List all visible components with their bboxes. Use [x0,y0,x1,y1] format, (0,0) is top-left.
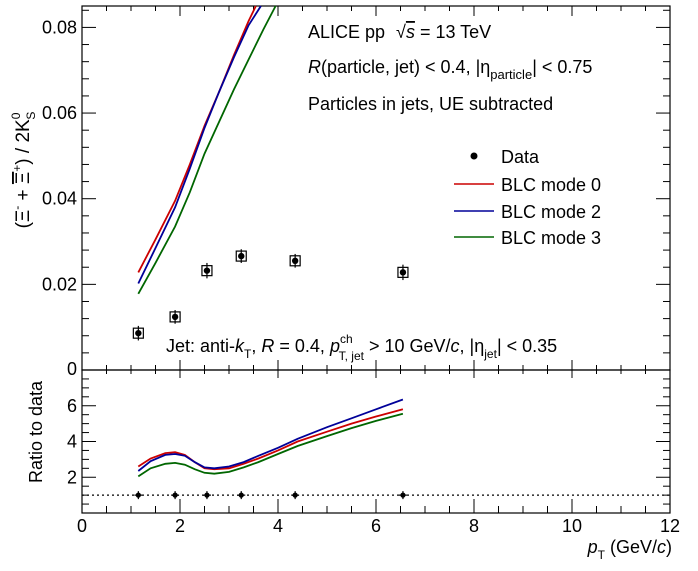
top-curve-1 [137,5,262,284]
x-tick-label: 2 [175,516,185,536]
ratio-curve-2 [137,412,404,478]
top-y-tick-label: 0.02 [42,274,77,294]
top-y-tick-label: 0.08 [42,17,77,37]
top-model-curves [137,5,277,295]
ratio-point [204,492,210,498]
legend-entry-data: Data [501,147,540,167]
bottom-data-points [134,491,407,500]
x-tick-label: 6 [371,516,381,536]
top-y-zero-label: 0 [67,359,77,379]
annotation-collision-system: ALICE pp √s = 13 TeV [308,22,491,42]
bottom-panel-frame [81,369,671,514]
data-point [171,313,179,321]
top-curve-2 [137,5,277,295]
data-point [291,257,299,264]
legend-data-marker [470,152,478,160]
bottom-y-tick-label: 4 [67,432,77,452]
top-y-tick-label: 0.06 [42,103,77,123]
x-tick-label: 8 [469,516,479,536]
annotation-selection-radius: R(particle, jet) < 0.4, |ηparticle| < 0.… [308,57,592,82]
top-axis-ticks: 0.02 0.04 0.06 0.08 0 [42,6,671,379]
ratio-point [292,492,298,498]
ratio-curve-0 [137,408,404,471]
ratio-curve-1 [137,398,404,472]
ratio-point [172,492,178,498]
annotation-ue-subtracted: Particles in jets, UE subtracted [308,94,553,114]
data-point-sys-box [397,266,409,278]
annotation-jet-definition: Jet: anti-kT, R = 0.4, pch T, jet > 10 Ge… [166,332,557,363]
data-point [399,269,407,276]
x-tick-label: 12 [660,516,680,536]
bottom-ratio-curves [137,398,404,478]
bottom-y-tick-label: 2 [67,467,77,487]
top-data-points [132,249,409,341]
data-point [135,329,142,337]
legend-entry-mode-0: BLC mode 0 [501,175,601,195]
legend-entry-mode-2: BLC mode 2 [501,202,601,222]
data-point-sys-box [201,265,213,277]
data-point-sys-box [235,250,247,262]
data-point [203,267,211,274]
top-y-tick-label: 0.04 [42,189,77,209]
data-point [238,252,245,260]
bottom-axis-ticks: 0 2 4 6 8 10 12 2 4 6 [67,369,680,536]
x-axis-label: pT (GeV/c) [587,537,672,562]
bottom-y-axis-label: Ratio to data [26,380,46,483]
ratio-point [238,492,244,498]
x-tick-label: 0 [77,516,87,536]
bottom-y-tick-label: 6 [67,396,77,416]
data-point-sys-box [289,255,301,267]
x-tick-label: 10 [562,516,582,536]
data-point-sys-box [169,311,181,323]
legend: Data BLC mode 0 BLC mode 2 BLC mode 3 [454,147,601,248]
top-y-axis-label: (Ξ- + Ξ+) / 2K0S [9,112,38,229]
legend-entry-mode-3: BLC mode 3 [501,228,601,248]
x-tick-label: 4 [273,516,283,536]
data-point-sys-box [132,327,144,339]
